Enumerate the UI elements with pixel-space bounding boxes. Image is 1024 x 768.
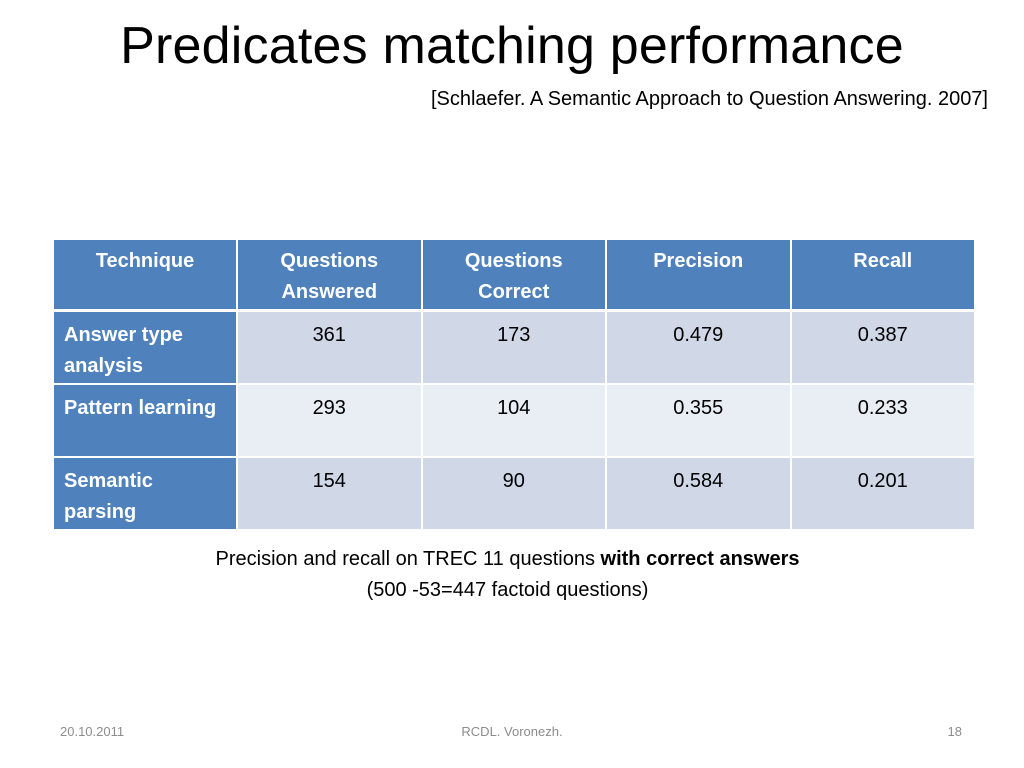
answered-cell: 361 — [236, 309, 423, 385]
header-recall: Recall — [789, 238, 976, 312]
recall-cell: 0.201 — [789, 456, 976, 531]
caption-emphasis: with correct answers — [600, 548, 800, 570]
footer-date: 20.10.2011 — [60, 724, 125, 739]
results-table: Technique Questions Answered Questions C… — [52, 238, 976, 531]
table-row: Answer type analysis 361 173 0.479 0.387 — [52, 309, 976, 385]
table-header-row: Technique Questions Answered Questions C… — [52, 238, 976, 312]
header-questions-answered: Questions Answered — [236, 238, 423, 312]
caption-text: Precision and recall on TREC 11 question… — [215, 548, 601, 570]
footer-center: RCDL. Voronezh. — [461, 724, 563, 739]
precision-cell: 0.479 — [605, 309, 792, 385]
citation: [Schlaefer. A Semantic Approach to Quest… — [430, 88, 988, 110]
header-questions-correct: Questions Correct — [420, 238, 607, 312]
table-row: Semantic parsing 154 90 0.584 0.201 — [52, 456, 976, 531]
caption-line-1: Precision and recall on TREC 11 question… — [0, 544, 1015, 575]
correct-cell: 90 — [420, 456, 607, 531]
slide-number: 18 — [947, 724, 962, 739]
answered-cell: 154 — [236, 456, 423, 531]
precision-cell: 0.584 — [605, 456, 792, 531]
slide-title: Predicates matching performance — [120, 17, 904, 75]
technique-cell: Semantic parsing — [52, 456, 238, 531]
answered-cell: 293 — [236, 383, 423, 458]
table-caption: Precision and recall on TREC 11 question… — [0, 544, 1015, 606]
recall-cell: 0.387 — [789, 309, 976, 385]
correct-cell: 173 — [420, 309, 607, 385]
technique-cell: Pattern learning — [52, 383, 238, 458]
recall-cell: 0.233 — [789, 383, 976, 458]
correct-cell: 104 — [420, 383, 607, 458]
precision-cell: 0.355 — [605, 383, 792, 458]
technique-cell: Answer type analysis — [52, 309, 238, 385]
header-precision: Precision — [605, 238, 792, 312]
header-technique: Technique — [52, 238, 238, 312]
caption-line-2: (500 -53=447 factoid questions) — [366, 579, 649, 601]
table-row: Pattern learning 293 104 0.355 0.233 — [52, 383, 976, 458]
